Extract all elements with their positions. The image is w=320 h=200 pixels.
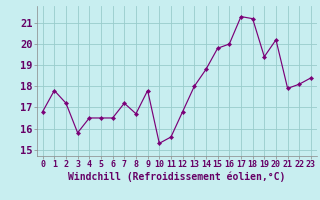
X-axis label: Windchill (Refroidissement éolien,°C): Windchill (Refroidissement éolien,°C)	[68, 172, 285, 182]
